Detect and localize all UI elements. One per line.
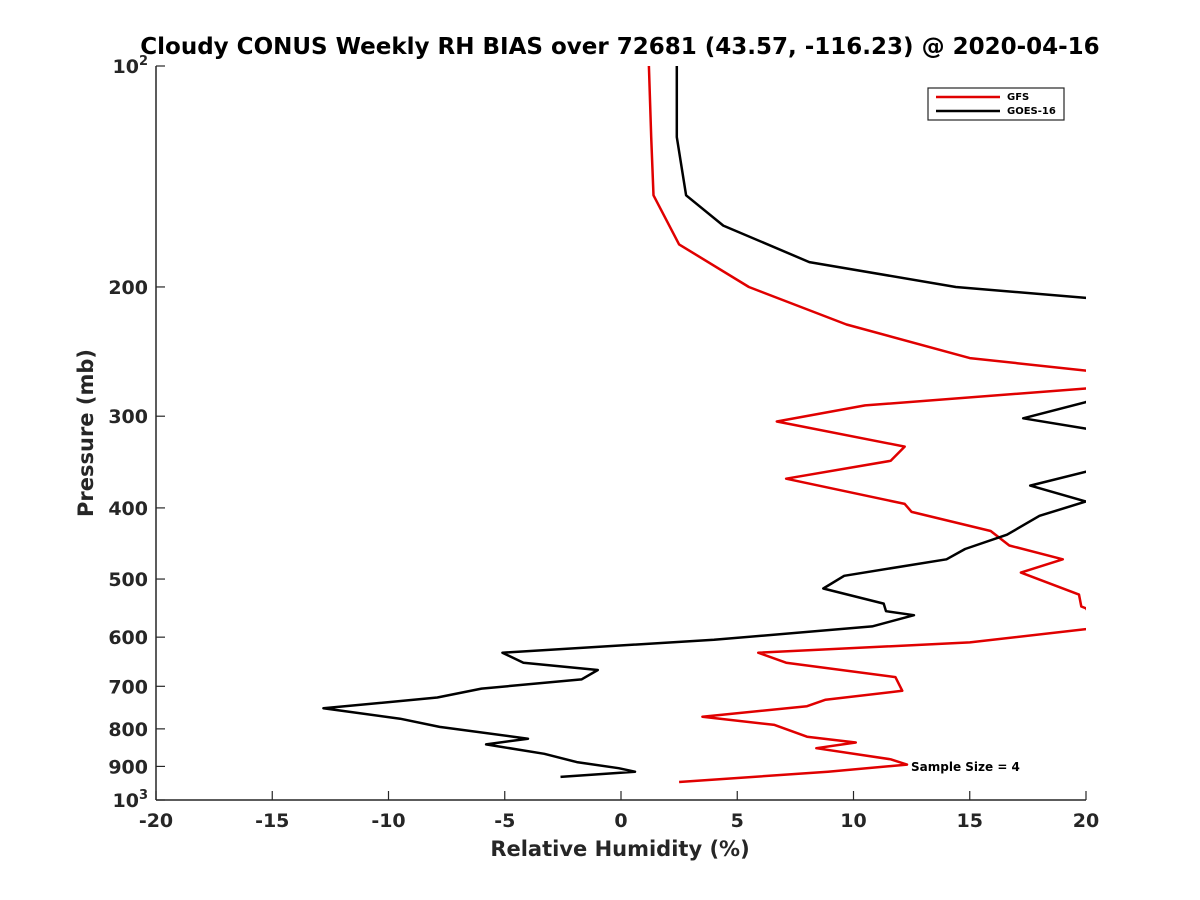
series-line-goes-16 bbox=[322, 66, 1086, 779]
x-tick-label: 10 bbox=[840, 810, 866, 832]
x-tick-label: 0 bbox=[614, 810, 627, 832]
series-line-gfs bbox=[647, 66, 1086, 784]
x-tick-label: 20 bbox=[1073, 810, 1099, 832]
legend-box bbox=[927, 87, 1065, 121]
chart-title: Cloudy CONUS Weekly RH BIAS over 72681 (… bbox=[140, 34, 1099, 60]
x-axis-ticks: -20 -15 -10 -5 0 5 10 15 20 bbox=[139, 791, 1099, 832]
y-tick-label: 800 bbox=[108, 719, 148, 741]
y-tick-label: 900 bbox=[108, 756, 148, 778]
legend-label-gfs: GFS bbox=[1007, 92, 1029, 103]
legend-label-goes-16: GOES-16 bbox=[1007, 106, 1056, 117]
y-tick-label: 400 bbox=[108, 498, 148, 520]
x-tick-label: -10 bbox=[371, 810, 405, 832]
y-axis-label: Pressure (mb) bbox=[74, 349, 98, 517]
y-axis-ticks: 102 200 300 400 500 600 700 800 900 103 bbox=[108, 54, 165, 812]
legend: GFS GOES-16 bbox=[927, 87, 1065, 121]
x-tick-label: 15 bbox=[957, 810, 983, 832]
y-tick-label: 300 bbox=[108, 406, 148, 428]
x-axis-label: Relative Humidity (%) bbox=[490, 837, 749, 861]
y-tick-label: 102 bbox=[113, 54, 149, 78]
sample-size-annotation: Sample Size = 4 bbox=[911, 760, 1020, 774]
series-layer bbox=[322, 66, 1086, 784]
y-tick-label: 500 bbox=[108, 569, 148, 591]
y-tick-label: 700 bbox=[108, 676, 148, 698]
x-tick-label: 5 bbox=[731, 810, 744, 832]
y-tick-label: 103 bbox=[113, 788, 149, 812]
y-tick-label: 200 bbox=[108, 277, 148, 299]
x-tick-label: -5 bbox=[494, 810, 515, 832]
x-tick-label: -20 bbox=[139, 810, 173, 832]
x-tick-label: -15 bbox=[255, 810, 289, 832]
y-tick-label: 600 bbox=[108, 627, 148, 649]
axes-frame bbox=[155, 66, 1086, 801]
